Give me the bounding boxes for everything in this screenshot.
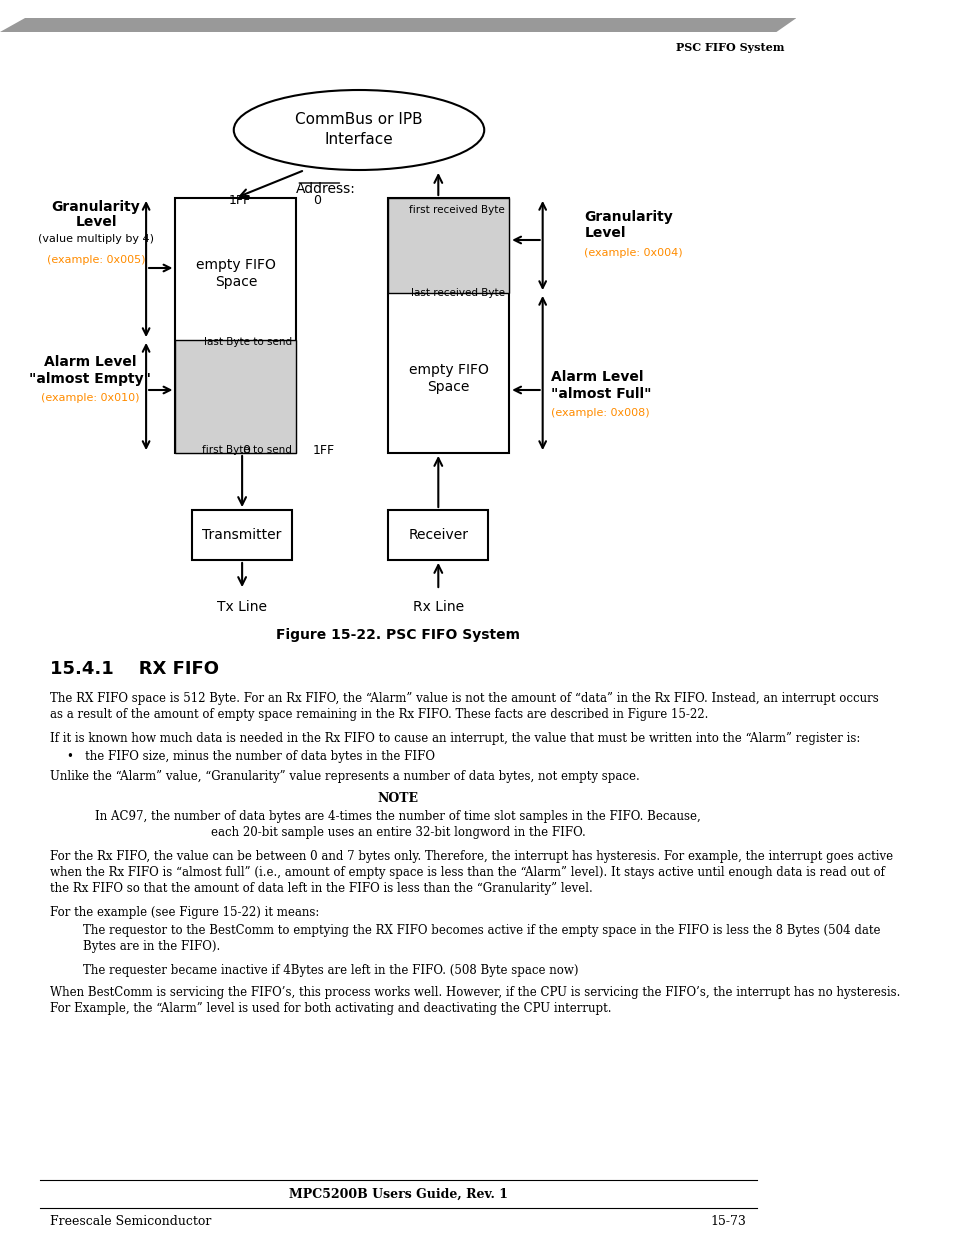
Text: CommBus or IPB: CommBus or IPB — [294, 112, 422, 127]
Text: PSC FIFO System: PSC FIFO System — [676, 42, 784, 53]
Text: For Example, the “Alarm” level is used for both activating and deactivating the : For Example, the “Alarm” level is used f… — [51, 1002, 611, 1015]
Text: the Rx FIFO so that the amount of data left in the FIFO is less than the “Granul: the Rx FIFO so that the amount of data l… — [51, 882, 592, 895]
Text: For the Rx FIFO, the value can be between 0 and 7 bytes only. Therefore, the int: For the Rx FIFO, the value can be betwee… — [51, 850, 892, 863]
Text: last Byte to send: last Byte to send — [204, 337, 292, 347]
Text: •   the FIFO size, minus the number of data bytes in the FIFO: • the FIFO size, minus the number of dat… — [67, 750, 435, 763]
Text: Receiver: Receiver — [408, 529, 468, 542]
Text: (example: 0x005): (example: 0x005) — [47, 254, 145, 266]
Text: Figure 15-22. PSC FIFO System: Figure 15-22. PSC FIFO System — [276, 629, 519, 642]
Text: first received Byte: first received Byte — [409, 205, 504, 215]
Text: first Byte to send: first Byte to send — [202, 445, 292, 454]
Text: Level: Level — [75, 215, 116, 228]
Text: as a result of the amount of empty space remaining in the Rx FIFO. These facts a: as a result of the amount of empty space… — [51, 708, 708, 721]
Text: 0: 0 — [313, 194, 321, 206]
Text: (example: 0x008): (example: 0x008) — [551, 408, 649, 417]
Text: 1FF: 1FF — [313, 443, 335, 457]
Text: 1FF: 1FF — [228, 194, 251, 206]
Text: If it is known how much data is needed in the Rx FIFO to cause an interrupt, the: If it is known how much data is needed i… — [51, 732, 860, 745]
Text: 15.4.1    RX FIFO: 15.4.1 RX FIFO — [51, 659, 219, 678]
Text: "almost Full": "almost Full" — [551, 387, 651, 401]
Text: each 20-bit sample uses an entire 32-bit longword in the FIFO.: each 20-bit sample uses an entire 32-bit… — [211, 826, 585, 839]
Text: Interface: Interface — [324, 132, 393, 147]
Text: last received Byte: last received Byte — [411, 288, 504, 298]
Text: Transmitter: Transmitter — [202, 529, 281, 542]
Text: The requester became inactive if 4Bytes are left in the FIFO. (508 Byte space no: The requester became inactive if 4Bytes … — [84, 965, 578, 977]
Text: Tx Line: Tx Line — [217, 600, 267, 614]
Text: The requestor to the BestComm to emptying the RX FIFO becomes active if the empt: The requestor to the BestComm to emptyin… — [84, 924, 880, 937]
Bar — [192, 510, 292, 559]
Text: Level: Level — [584, 226, 625, 240]
Bar — [175, 198, 296, 453]
Text: empty FIFO: empty FIFO — [409, 363, 488, 377]
Text: Rx Line: Rx Line — [413, 600, 463, 614]
Bar — [388, 198, 509, 453]
Bar — [388, 198, 509, 293]
Ellipse shape — [233, 90, 484, 170]
Text: 15-73: 15-73 — [710, 1215, 745, 1228]
Text: Alarm Level: Alarm Level — [551, 370, 643, 384]
Bar — [175, 340, 296, 453]
Polygon shape — [0, 19, 796, 32]
Text: empty FIFO: empty FIFO — [195, 258, 275, 272]
Text: when the Rx FIFO is “almost full” (i.e., amount of empty space is less than the : when the Rx FIFO is “almost full” (i.e.,… — [51, 866, 884, 879]
Text: The RX FIFO space is 512 Byte. For an Rx FIFO, the “Alarm” value is not the amou: The RX FIFO space is 512 Byte. For an Rx… — [51, 692, 878, 705]
Bar — [388, 510, 488, 559]
Text: Alarm Level: Alarm Level — [44, 354, 136, 369]
Text: Space: Space — [427, 380, 470, 394]
Text: Address:: Address: — [296, 182, 355, 196]
Text: (example: 0x004): (example: 0x004) — [584, 248, 682, 258]
Text: When BestComm is servicing the FIFO’s, this process works well. However, if the : When BestComm is servicing the FIFO’s, t… — [51, 986, 900, 999]
Text: (value multiply by 4): (value multiply by 4) — [38, 233, 153, 245]
Text: 0: 0 — [242, 443, 251, 457]
Text: MPC5200B Users Guide, Rev. 1: MPC5200B Users Guide, Rev. 1 — [289, 1188, 507, 1200]
Text: Unlike the “Alarm” value, “Granularity” value represents a number of data bytes,: Unlike the “Alarm” value, “Granularity” … — [51, 769, 639, 783]
Text: Granularity: Granularity — [584, 210, 673, 224]
Text: Bytes are in the FIFO).: Bytes are in the FIFO). — [84, 940, 220, 953]
Text: Freescale Semiconductor: Freescale Semiconductor — [51, 1215, 212, 1228]
Text: "almost Empty": "almost Empty" — [30, 372, 151, 387]
Text: (example: 0x010): (example: 0x010) — [41, 393, 139, 403]
Text: For the example (see Figure 15-22) it means:: For the example (see Figure 15-22) it me… — [51, 906, 319, 919]
Text: In AC97, the number of data bytes are 4-times the number of time slot samples in: In AC97, the number of data bytes are 4-… — [95, 810, 700, 823]
Text: NOTE: NOTE — [377, 792, 418, 805]
Text: Granularity: Granularity — [51, 200, 140, 214]
Text: Space: Space — [214, 275, 256, 289]
